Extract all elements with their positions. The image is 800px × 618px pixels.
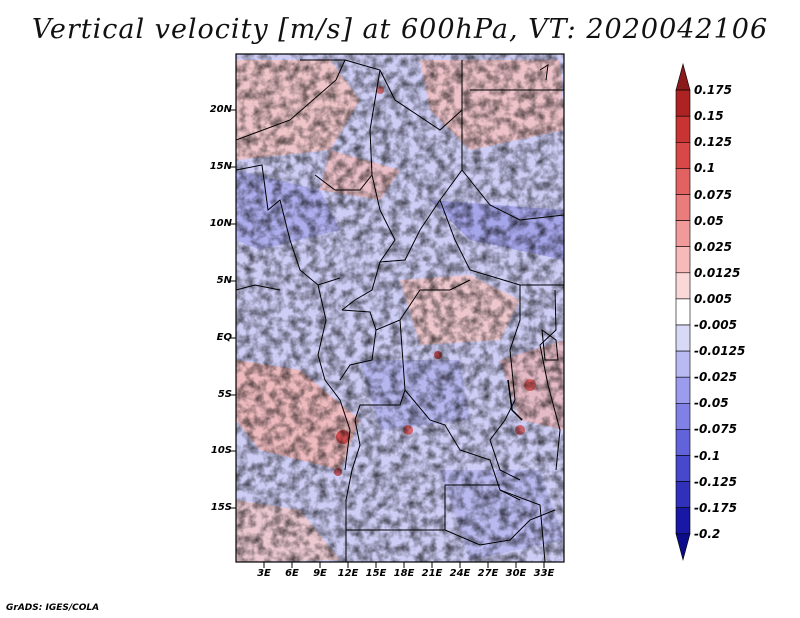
colorbar-label: 0.075 [694,187,732,202]
colorbar-segment [675,298,691,326]
colorbar-segment [675,115,691,143]
colorbar-label: -0.005 [694,318,737,332]
colorbar-segment [675,62,691,91]
colorbar-label: -0.1 [694,448,721,463]
lon-label-15e: 15E [365,568,387,579]
colorbar-label: 0.175 [694,83,732,98]
colorbar-segment [675,168,691,195]
grads-credit: GrADS: IGES/COLA [6,603,100,613]
colorbar-segment [675,324,691,352]
lat-label-20n: 20N [209,104,232,115]
colorbar-label: 0.1 [694,161,716,176]
lat-label-5s: 5S [217,389,232,400]
colorbar-label: -0.025 [694,370,737,385]
colorbar-label: -0.075 [694,422,737,437]
colorbar-segment [675,429,691,456]
colorbar-segment [675,481,691,509]
colorbar-segment [675,507,691,535]
colorbar-segment [675,376,691,404]
colorbar-segment [675,220,691,248]
colorbar-segment [675,194,691,221]
colorbar-label: 0.125 [694,135,732,150]
lat-label-15n: 15N [209,161,232,172]
colorbar-label: -0.2 [694,526,721,541]
lon-label-27e: 27E [477,568,499,579]
colorbar-label: 0.025 [694,239,732,254]
colorbar-label: 0.15 [694,109,724,124]
colorbar-segment [675,142,691,169]
lat-label-15s: 15S [210,502,232,513]
colorbar-label: -0.125 [694,474,737,489]
map-frame [235,53,565,563]
lon-label-33e: 33E [533,568,555,579]
colorbar-segment [675,89,691,117]
lon-label-30e: 30E [505,568,527,579]
map-title: Vertical velocity [m/s] at 600hPa, VT: 2… [31,14,769,45]
colorbar-segment [675,272,691,300]
country-borders [236,59,564,562]
lon-label-6e: 6E [285,568,299,579]
colorbar-label: 0.05 [694,213,724,228]
lon-label-12e: 12E [337,568,359,579]
lon-label-21e: 21E [421,568,443,579]
lat-label-10n: 10N [209,218,232,229]
colorbar-segment [675,455,691,482]
colorbar-label: -0.175 [694,500,737,515]
lon-label-18e: 18E [393,568,415,579]
colorbar-label: -0.05 [694,396,729,411]
lat-label-5n: 5N [216,275,232,286]
colorbar-label: 0.0125 [694,265,741,280]
colorbar-segment [675,246,691,274]
colorbar-segment [675,350,691,378]
colorbar-label: -0.0125 [694,344,746,359]
axis-ticks [230,109,545,568]
lon-label-24e: 24E [449,568,471,579]
lon-label-9e: 9E [313,568,327,579]
velocity-field [236,54,564,562]
colorbar [675,62,691,562]
colorbar-segment [675,533,691,562]
lat-label-10s: 10S [210,445,232,456]
colorbar-label: 0.005 [694,291,732,306]
colorbar-segment [675,402,691,430]
lon-label-3e: 3E [257,568,271,579]
lat-label-eq: EQ [216,332,232,343]
